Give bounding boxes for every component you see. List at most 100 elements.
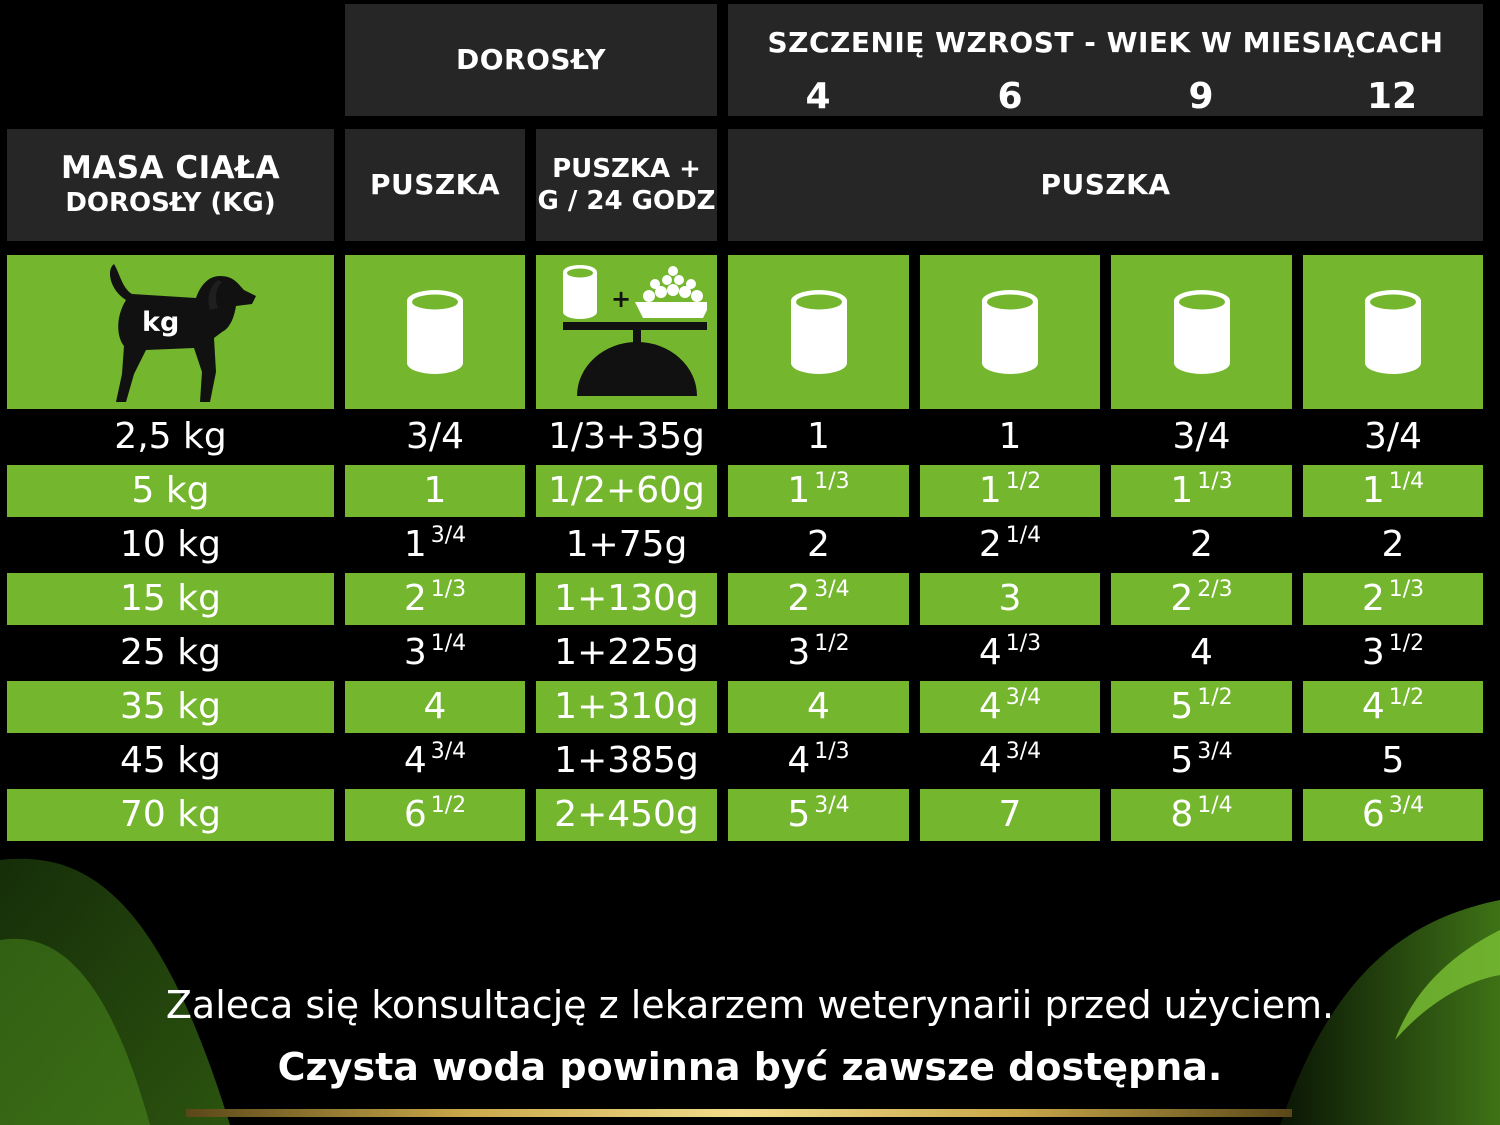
portion-fraction: 1/2 [814, 631, 850, 656]
weight-header-line2: DOROSŁY (KG) [65, 188, 276, 219]
portion-whole: 1 [807, 416, 830, 457]
adult-mix-header: PUSZKA + G / 24 GODZ [536, 129, 717, 241]
puppy-can-header-label: PUSZKA [1040, 168, 1171, 202]
portion-whole: 1/3+35g [548, 416, 705, 457]
weight-cell: 45 kg [7, 735, 334, 787]
portion-whole: 4 [978, 632, 1002, 673]
puppy-6-cell: 7 [920, 789, 1100, 841]
portion-value: 2 3/4 [787, 579, 849, 617]
adult-can-cell: 3/4 [345, 411, 525, 463]
portion-fraction: 1/2 [1388, 631, 1425, 656]
portion-value: 3 1/2 [787, 632, 849, 673]
portion-value: 4 1/3 [978, 632, 1041, 673]
portion-value: 5 3/4 [1170, 740, 1232, 781]
portion-fraction: 3/4 [1005, 685, 1042, 710]
can-icon [982, 290, 1038, 374]
portion-fraction: 1/2 [1388, 685, 1425, 710]
portion-fraction: 1/3 [1388, 577, 1425, 602]
weight-header-line1: MASA CIAŁA [60, 150, 281, 187]
portion-fraction: 1/4 [1005, 523, 1042, 548]
puppy-12-icon-cell [1303, 255, 1483, 409]
portion-fraction: 1/3 [430, 577, 467, 602]
portion-value: 1+225g [554, 635, 699, 671]
weight-value: 35 kg [120, 686, 221, 727]
portion-whole: 1 [978, 470, 1002, 511]
puppy-12-cell: 5 [1303, 735, 1483, 787]
adult-can-cell: 4 3/4 [345, 735, 525, 787]
footer-note-line2: Czysta woda powinna być zawsze dostępna. [277, 1045, 1223, 1089]
portion-value: 2+450g [554, 797, 699, 833]
can-icon [1173, 290, 1230, 374]
puppy-header-label: SZCZENIĘ WZROST - WIEK W MIESIĄCACH [767, 26, 1444, 59]
portion-value: 2 [1190, 527, 1213, 563]
puppy-9-cell: 3/4 [1111, 411, 1292, 463]
adult-mix-icon-cell: + [536, 255, 717, 409]
portion-whole: 6 [403, 794, 427, 835]
portion-whole: 8 [1170, 794, 1194, 835]
puppy-month-6: 6 [997, 76, 1023, 117]
puppy-4-icon-cell [728, 255, 909, 409]
adult-can-cell: 1 [345, 465, 525, 517]
weight-cell: 25 kg [7, 627, 334, 679]
portion-whole: 1+225g [554, 632, 699, 673]
puppy-6-cell: 1 [920, 411, 1100, 463]
portion-whole: 2 [978, 524, 1002, 565]
weight-icon-cell: kg [7, 255, 334, 409]
adult-can-icon-cell [345, 255, 525, 409]
portion-value: 1+310g [554, 689, 699, 725]
portion-fraction: 1/4 [430, 631, 467, 656]
portion-whole: 1 [403, 524, 427, 565]
portion-value: 1 1/4 [1361, 470, 1424, 511]
portion-value: 2 [807, 527, 830, 563]
adult-can-cell: 2 1/3 [345, 573, 525, 625]
portion-value: 4 3/4 [979, 741, 1041, 779]
weight-value: 70 kg [120, 794, 221, 835]
adult-can-header: PUSZKA [345, 129, 525, 241]
can-icon [790, 290, 847, 374]
portion-whole: 2 [807, 524, 830, 565]
weight-value: 10 kg [120, 524, 221, 565]
puppy-month-9: 9 [1188, 76, 1214, 117]
adult-mix-cell: 1+225g [536, 627, 717, 679]
portion-whole: 5 [1170, 740, 1194, 781]
svg-text:+: + [611, 285, 631, 313]
weight-value: 5 kg [131, 470, 210, 511]
portion-whole: 1 [1361, 470, 1385, 511]
dog-kg-icon [109, 264, 256, 402]
can-icon [1365, 290, 1421, 374]
portion-value: 4 3/4 [979, 687, 1041, 725]
portion-value: 3/4 [1364, 419, 1422, 455]
portion-whole: 3 [787, 632, 811, 673]
puppy-12-cell: 3 1/2 [1303, 627, 1483, 679]
portion-value: 4 [1190, 635, 1213, 671]
puppy-6-cell: 1 1/2 [920, 465, 1100, 517]
weight-value: 25 kg [120, 632, 221, 673]
portion-whole: 1 [998, 416, 1022, 457]
puppy-month-4: 4 [805, 76, 831, 117]
portion-value: 1 1/2 [978, 470, 1041, 511]
puppy-9-cell: 5 1/2 [1111, 681, 1292, 733]
puppy-6-cell: 4 1/3 [920, 627, 1100, 679]
portion-whole: 3 [1361, 632, 1385, 673]
weight-value: 45 kg [120, 740, 221, 781]
portion-value: 4 3/4 [404, 741, 466, 779]
adult-mix-cell: 2+450g [536, 789, 717, 841]
portion-whole: 4 [1190, 632, 1213, 673]
portion-whole: 4 [787, 740, 811, 781]
portion-fraction: 3/4 [814, 793, 850, 818]
portion-whole: 3/4 [1172, 416, 1231, 457]
portion-whole: 7 [998, 794, 1022, 835]
portion-value: 3 1/2 [1361, 632, 1424, 673]
dog-kg-label: kg [142, 307, 180, 338]
puppy-month-12: 12 [1366, 76, 1418, 117]
portion-whole: 3 [998, 578, 1022, 619]
portion-whole: 2 [1170, 578, 1194, 619]
adult-mix-cell: 1/3+35g [536, 411, 717, 463]
weight-cell: 5 kg [7, 465, 334, 517]
portion-whole: 1+75g [565, 524, 688, 565]
puppy-9-cell: 4 [1111, 627, 1292, 679]
puppy-can-header: PUSZKA [728, 129, 1483, 241]
adult-can-cell: 6 1/2 [345, 789, 525, 841]
portion-value: 1/3+35g [548, 419, 705, 455]
